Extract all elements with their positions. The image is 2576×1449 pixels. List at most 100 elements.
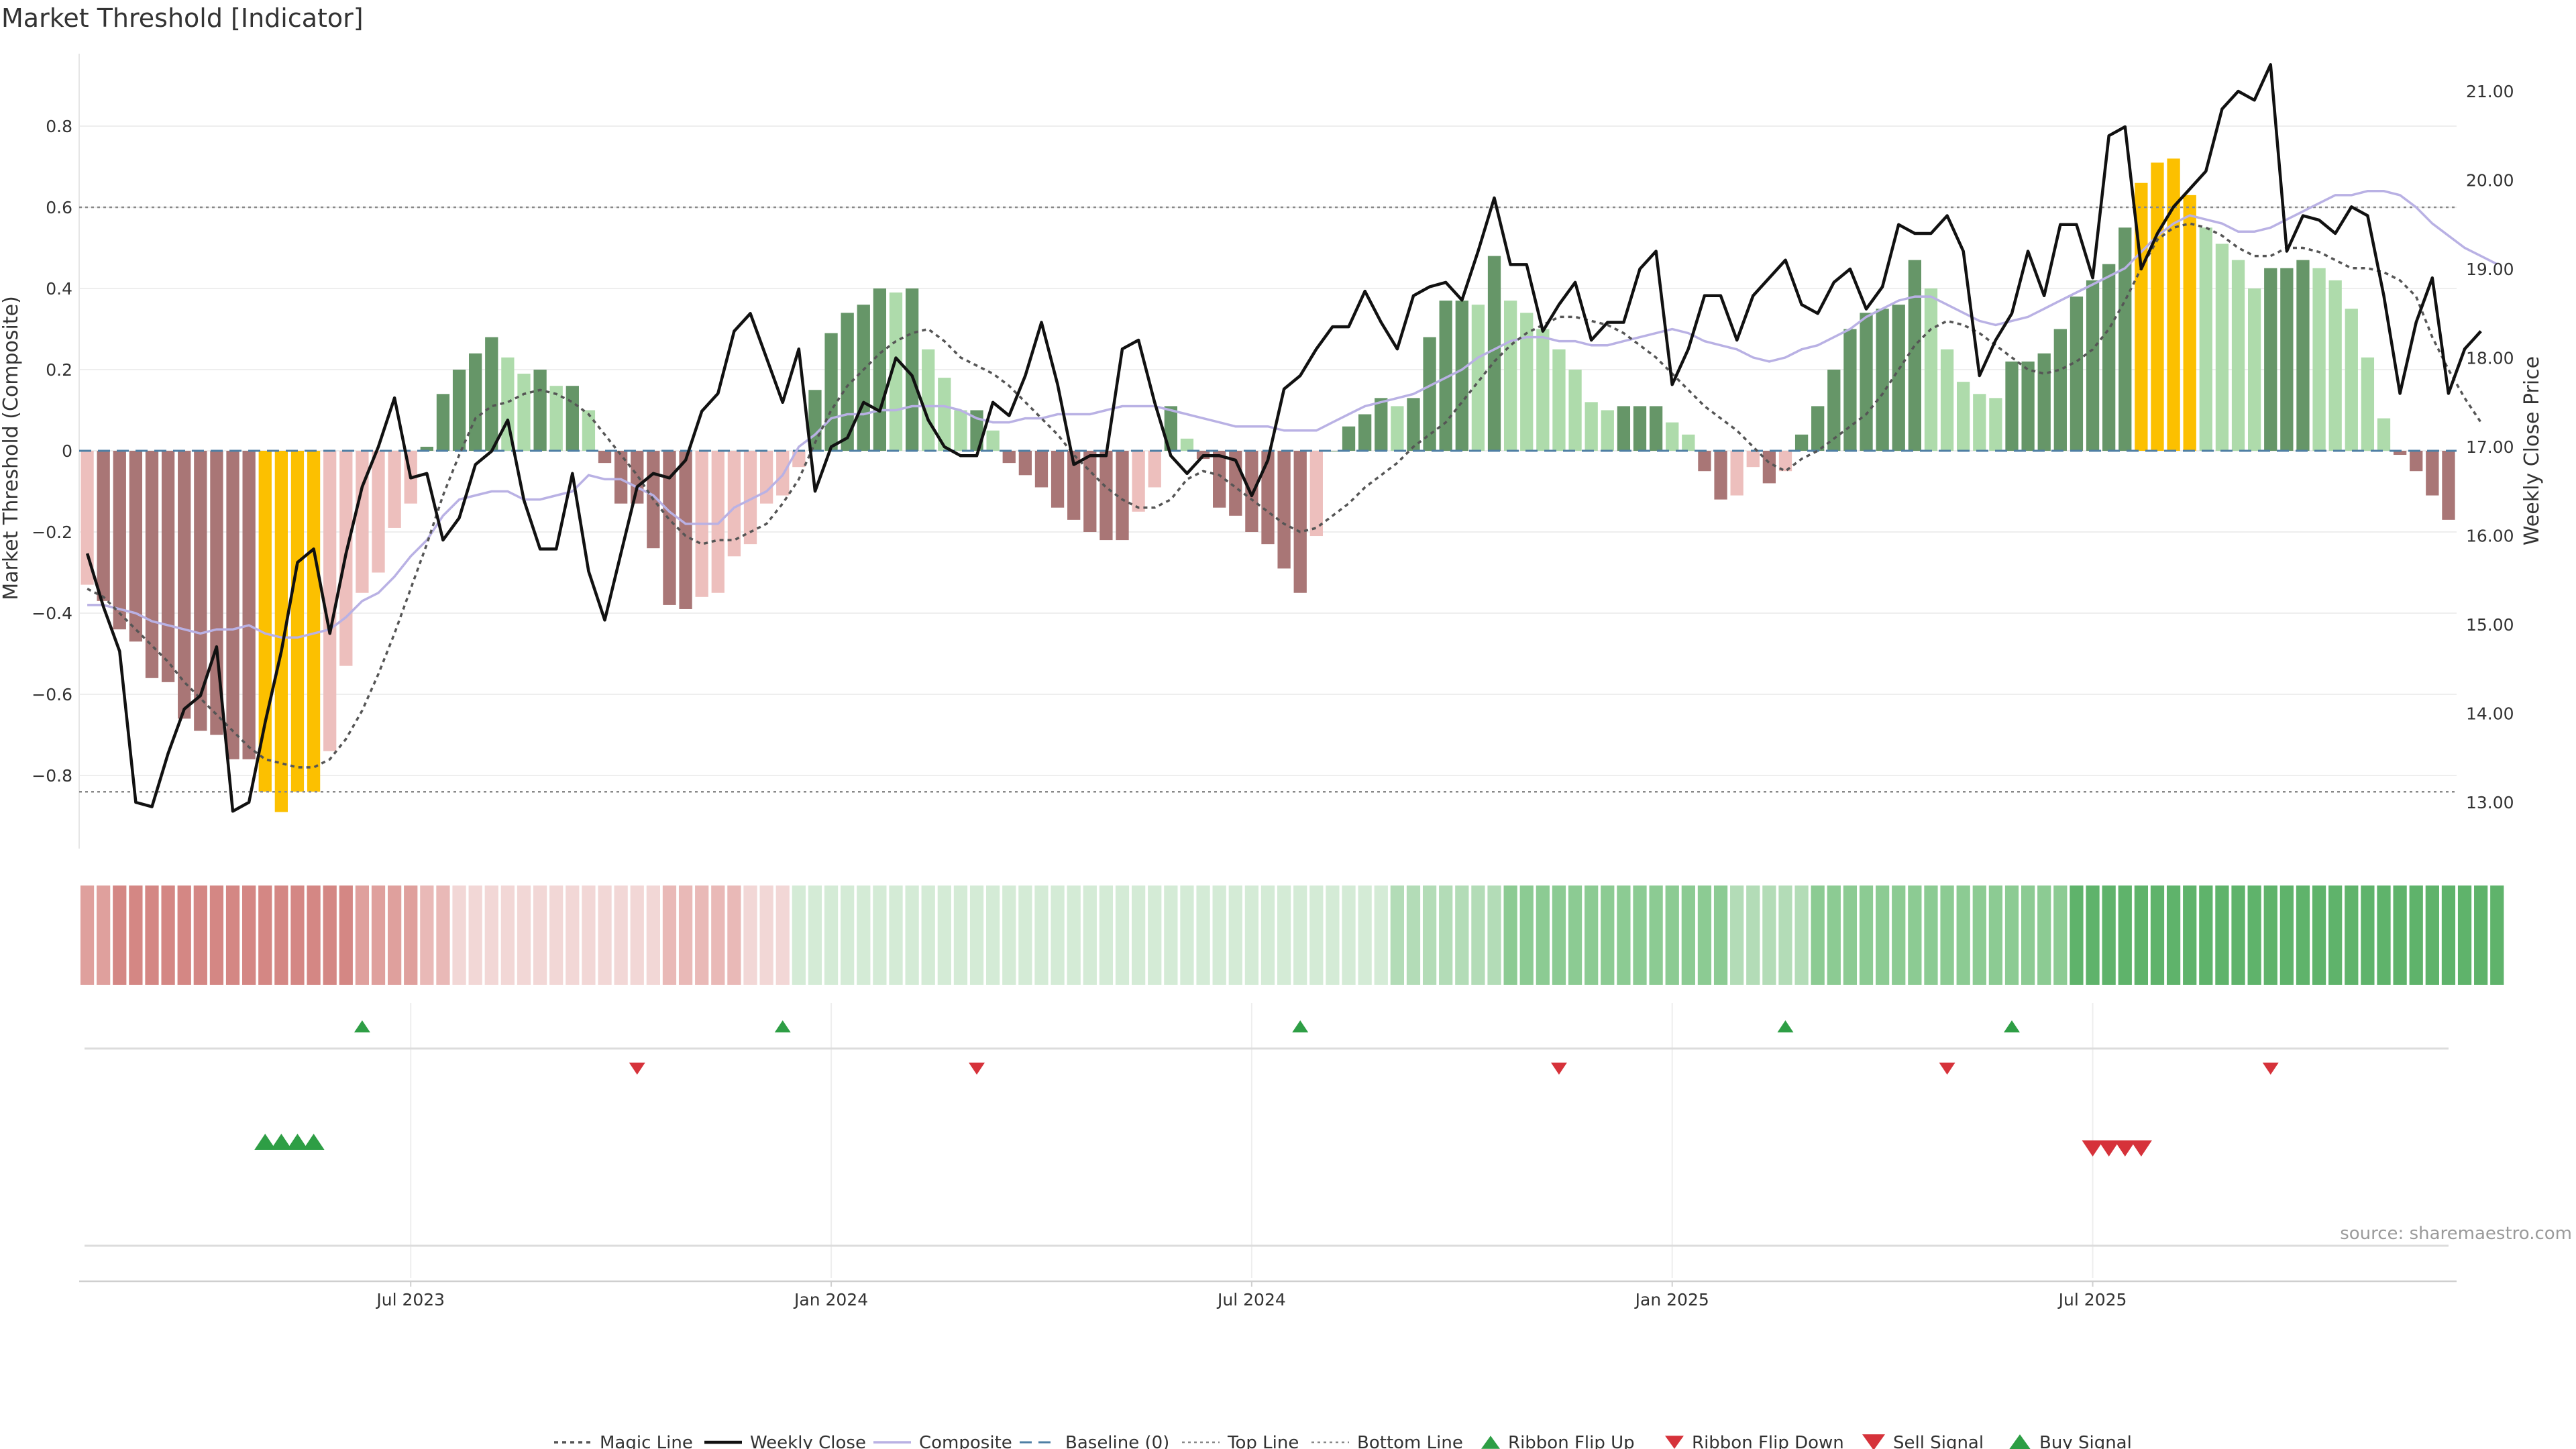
composite-bar (1682, 434, 1695, 451)
ribbon-cell (1455, 885, 1469, 985)
ribbon-cell (404, 885, 418, 985)
ribbon-cell (1212, 885, 1226, 985)
ribbon-cell (2021, 885, 2035, 985)
ribbon-cell (873, 885, 887, 985)
ribbon-cell (630, 885, 644, 985)
ribbon-cell (1342, 885, 1356, 985)
ribbon-cell (1002, 885, 1016, 985)
composite-bar (2053, 329, 2067, 451)
y-tick-right: 13.00 (2466, 793, 2514, 812)
ribbon-cell (533, 885, 547, 985)
ribbon-cell (1697, 885, 1712, 985)
ribbon-cell (937, 885, 951, 985)
y-tick-left: −0.8 (32, 766, 72, 786)
composite-bar (1989, 398, 2002, 451)
composite-bar (2377, 418, 2391, 451)
ribbon-cell (743, 885, 757, 985)
ribbon-cell (307, 885, 321, 985)
composite-bar (954, 410, 967, 451)
reference-lines (79, 206, 2457, 793)
x-tick-label: Jan 2024 (793, 1290, 868, 1309)
legend-label: Buy Signal (2039, 1433, 2132, 1449)
composite-bar (97, 451, 110, 601)
ribbon-flip-down-marker (2262, 1063, 2279, 1075)
legend-swatch (1481, 1436, 1500, 1449)
legend: Magic Line Weekly Close Composite Baseline … (554, 1433, 2132, 1449)
composite-bar (711, 451, 724, 593)
ribbon-cell (2102, 885, 2116, 985)
composite-bar (857, 305, 870, 451)
composite-bar (1148, 451, 1161, 488)
ribbon-cell (1585, 885, 1599, 985)
ribbon-cell (1503, 885, 1517, 985)
legend-label: Top Line (1227, 1433, 1299, 1449)
ribbon-cell (371, 885, 386, 985)
composite-bar (2215, 244, 2229, 451)
composite-bar (274, 451, 288, 812)
composite-bar (1455, 301, 1468, 451)
y-axis-right-label: Weekly Close Price (2520, 356, 2544, 545)
composite-bar (1827, 370, 1841, 451)
composite-bar (1520, 313, 1534, 451)
ribbon-cell (2037, 885, 2051, 985)
ribbon-cell (1713, 885, 1728, 985)
composite-bar (1487, 256, 1501, 451)
ribbon-cell (1228, 885, 1242, 985)
ribbon-cell (2263, 885, 2277, 985)
ribbon-cell (678, 885, 693, 985)
ribbon-cell (857, 885, 871, 985)
composite-bar (485, 337, 498, 451)
ribbon-cell (2053, 885, 2068, 985)
ribbon-cell (484, 885, 498, 985)
ribbon-cell (1649, 885, 1663, 985)
composite-bar (242, 451, 256, 759)
composite-bar (388, 451, 401, 528)
ribbon-cell (129, 885, 143, 985)
ribbon-cell (2150, 885, 2165, 985)
composite-bar (1892, 305, 1905, 451)
composite-bar (420, 446, 433, 451)
ribbon-cell (1568, 885, 1582, 985)
composite-bar (1714, 451, 1727, 500)
ribbon-cell (1487, 885, 1501, 985)
composite-bar (1924, 288, 1938, 451)
ribbon-cell (517, 885, 531, 985)
composite-bar (1391, 406, 1404, 451)
composite-bar (598, 451, 612, 464)
ribbon-cell (1827, 885, 1841, 985)
ribbon-cell (2296, 885, 2310, 985)
y-tick-right: 17.00 (2466, 437, 2514, 457)
ribbon-flip-up-marker (354, 1020, 370, 1032)
composite-bar (792, 451, 806, 468)
ribbon-cell (258, 885, 272, 985)
composite-bar (727, 451, 741, 557)
ribbon-cell (2345, 885, 2359, 985)
composite-bar (2231, 260, 2245, 451)
y-tick-left: 0.4 (46, 279, 72, 299)
ribbon-cell (775, 885, 790, 985)
ribbon-cell (1924, 885, 1938, 985)
sell-signal-marker (2098, 1140, 2120, 1157)
ribbon-cell (1794, 885, 1809, 985)
legend-swatch (1665, 1436, 1684, 1449)
composite-bar (1132, 451, 1145, 512)
ribbon-cell (468, 885, 482, 985)
ribbon-cell (582, 885, 596, 985)
ribbon-cell (323, 885, 337, 985)
composite-bar (1568, 370, 1582, 451)
composite-bar (290, 451, 305, 792)
buy-signal-marker (286, 1134, 309, 1150)
composite-bar (1261, 451, 1275, 545)
x-tick-label: Jan 2025 (1634, 1290, 1709, 1309)
ribbon-cell (452, 885, 466, 985)
ribbon-cell (242, 885, 256, 985)
y-tick-left: 0 (62, 441, 72, 461)
ribbon-cell (824, 885, 839, 985)
composite-bar (1309, 451, 1323, 537)
composite-bar (2086, 280, 2100, 451)
ribbon-flip-down-marker (1939, 1063, 1955, 1075)
ribbon-cell (969, 885, 984, 985)
ribbon-cell (1326, 885, 1340, 985)
ribbon-cell (889, 885, 903, 985)
